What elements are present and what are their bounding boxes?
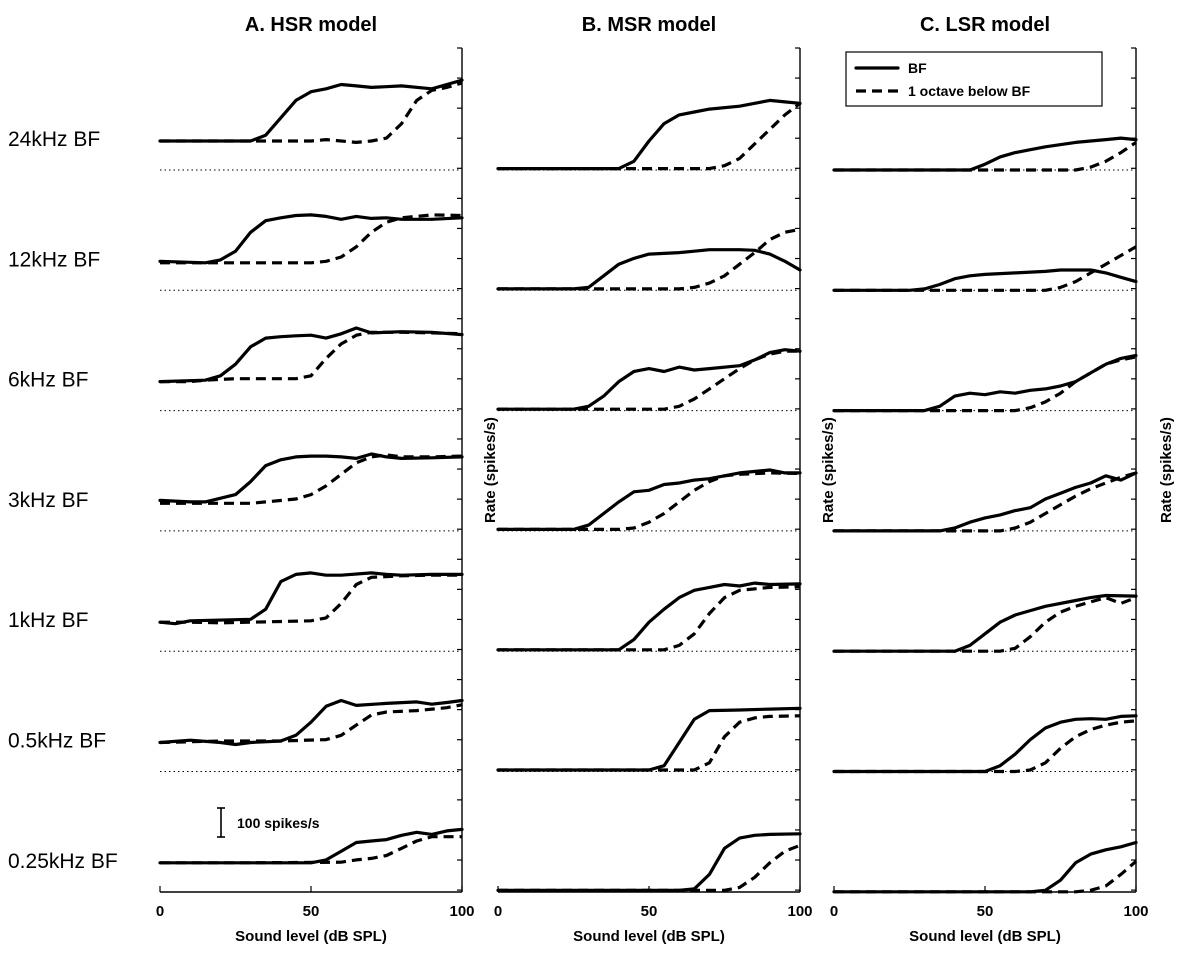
bf-rate-curve <box>158 452 464 504</box>
x-tick-label: 50 <box>641 903 658 920</box>
bf-rate-curve <box>496 832 802 892</box>
bf-rate-curve <box>496 468 802 532</box>
bf-rate-curve <box>158 571 464 626</box>
bf-rate-curve <box>832 714 1138 774</box>
row-label: 0.5kHz BF <box>8 730 106 753</box>
octave-below-bf-curve <box>498 227 801 291</box>
x-tick-label: 100 <box>1123 903 1148 920</box>
y-axis-label: Rate (spikes/s) <box>1158 417 1175 523</box>
bf-rate-curve <box>496 706 802 772</box>
x-tick-label: 100 <box>449 903 474 920</box>
row-label: 0.25kHz BF <box>8 850 118 873</box>
row-label: 3kHz BF <box>8 489 89 512</box>
x-tick-label: 0 <box>494 903 502 920</box>
x-axis-label: Sound level (dB SPL) <box>573 928 725 945</box>
x-tick-label: 50 <box>977 903 994 920</box>
octave-below-bf-curve <box>160 330 463 384</box>
bf-rate-curve <box>496 348 802 411</box>
octave-below-bf-curve <box>834 245 1137 292</box>
octave-below-bf-curve <box>834 355 1137 413</box>
octave-below-bf-curve <box>498 471 801 532</box>
octave-below-bf-curve <box>498 843 801 892</box>
bf-rate-curve <box>496 248 802 291</box>
x-axis-label: Sound level (dB SPL) <box>909 928 1061 945</box>
bf-rate-curve <box>832 840 1138 894</box>
row-label: 12kHz BF <box>8 248 100 271</box>
x-tick-label: 100 <box>787 903 812 920</box>
octave-below-bf-curve <box>834 471 1137 533</box>
panel-title: C. LSR model <box>920 14 1050 36</box>
x-tick-label: 0 <box>830 903 838 920</box>
panel-title: B. MSR model <box>582 14 716 36</box>
legend-bf-label: BF <box>908 60 927 76</box>
row-label: 24kHz BF <box>8 128 100 151</box>
octave-below-bf-curve <box>834 595 1137 653</box>
octave-below-bf-curve <box>160 81 463 144</box>
bf-rate-curve <box>832 471 1138 533</box>
octave-below-bf-curve <box>498 102 801 171</box>
y-axis-label: Rate (spikes/s) <box>820 417 837 523</box>
octave-below-bf-curve <box>160 213 463 265</box>
x-axis-label: Sound level (dB SPL) <box>235 928 387 945</box>
panel-2 <box>832 47 1138 894</box>
octave-below-bf-curve <box>160 453 463 505</box>
octave-below-bf-curve <box>498 585 801 652</box>
bf-rate-curve <box>496 581 802 652</box>
octave-below-bf-curve <box>834 719 1137 774</box>
scale-bar-label: 100 spikes/s <box>237 815 320 831</box>
octave-below-bf-curve <box>160 573 462 625</box>
bf-rate-curve <box>158 698 464 747</box>
octave-below-bf-curve <box>834 141 1137 172</box>
panel-0 <box>158 47 464 892</box>
bf-rate-curve <box>832 593 1138 653</box>
x-tick-label: 50 <box>303 903 320 920</box>
row-label: 6kHz BF <box>8 369 89 392</box>
bf-rate-curve <box>158 326 464 384</box>
legend-octave-label: 1 octave below BF <box>908 83 1031 99</box>
bf-rate-curve <box>496 98 802 171</box>
row-label: 1kHz BF <box>8 609 89 632</box>
bf-rate-curve <box>158 827 464 865</box>
y-axis-label: Rate (spikes/s) <box>482 417 499 523</box>
bf-rate-curve <box>158 78 464 143</box>
panel-title: A. HSR model <box>245 14 377 36</box>
bf-rate-curve <box>832 353 1138 413</box>
bf-rate-curve <box>832 136 1138 172</box>
bf-rate-curve <box>832 268 1138 292</box>
legend-box <box>845 51 1103 107</box>
octave-below-bf-curve <box>498 714 801 772</box>
octave-below-bf-curve <box>160 835 462 865</box>
x-tick-label: 0 <box>156 903 164 920</box>
panel-1 <box>496 47 802 892</box>
bf-rate-curve <box>158 213 464 265</box>
